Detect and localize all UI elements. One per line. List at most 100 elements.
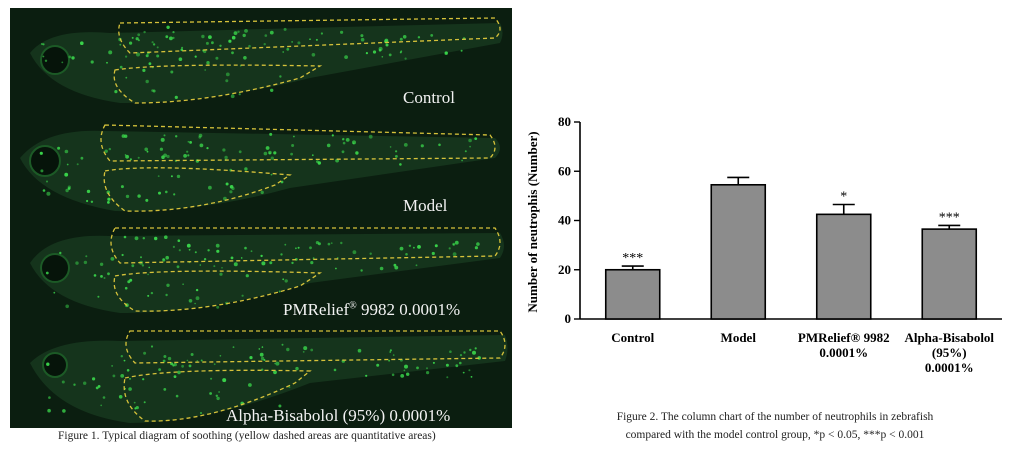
fluorescent-dot (142, 378, 145, 381)
fluorescent-dot (215, 394, 218, 397)
fluorescent-dot (65, 188, 69, 193)
fluorescent-dot (295, 366, 299, 371)
fluorescent-dot (102, 396, 106, 399)
fluorescent-dot (129, 41, 133, 45)
fluorescent-dot (208, 185, 212, 190)
fluorescent-dot (269, 30, 274, 35)
fluorescent-dot (221, 267, 223, 269)
fluorescent-dot (263, 43, 266, 46)
fluorescent-dot (459, 361, 462, 365)
fluorescent-dot (293, 135, 295, 138)
fluorescent-dot (259, 352, 264, 357)
fluorescent-dot (203, 49, 207, 54)
fluorescent-dot (474, 246, 478, 250)
fluorescent-dot (295, 247, 297, 250)
fluorescent-dot (229, 185, 234, 189)
fluorescent-dot (204, 69, 207, 71)
fluorescent-dot (120, 185, 124, 189)
fluorescent-dot (408, 244, 412, 247)
fluorescent-dot (67, 187, 71, 190)
fluorescent-dot (174, 95, 178, 99)
fluorescent-dot (125, 194, 130, 199)
fluorescent-dot (135, 406, 139, 410)
fluorescent-dot (449, 350, 452, 353)
fluorescent-dot (430, 34, 434, 37)
fluorescent-dot (381, 56, 384, 58)
fluorescent-dot (320, 32, 323, 35)
fluorescent-dot (92, 377, 96, 381)
fluorescent-dot (175, 135, 178, 138)
fluorescent-dot (164, 235, 168, 239)
fluorescent-dot (170, 70, 174, 74)
fluorescent-dot (47, 408, 51, 413)
fluorescent-dot (290, 152, 293, 156)
bar (815, 213, 872, 320)
fluorescent-dot (190, 353, 194, 356)
fluorescent-dot (142, 237, 145, 240)
fluorescent-dot (297, 246, 300, 249)
fluorescent-dot (73, 383, 76, 386)
fluorescent-dot (333, 368, 337, 372)
fluorescent-dot (148, 62, 152, 66)
fluorescent-dot (216, 396, 220, 401)
fluorescent-dot (470, 376, 473, 378)
fluorescent-dot (86, 189, 91, 194)
neutrophil-bar-chart: Number of neutrophis (Number) 0 20 40 60 80 *… (525, 114, 1002, 375)
fluorescent-dot (250, 250, 253, 253)
fluorescent-dot (406, 372, 410, 376)
fluorescent-dot (165, 190, 168, 194)
fluorescent-dot (194, 302, 196, 305)
fluorescent-dot (230, 256, 234, 260)
fluorescent-dot (61, 380, 65, 384)
fluorescent-dot (167, 356, 172, 361)
fluorescent-dot (264, 34, 268, 37)
fluorescent-dot (124, 154, 127, 156)
fluorescent-dot (157, 175, 160, 177)
fluorescent-dot (385, 43, 389, 47)
fluorescent-dot (365, 52, 368, 55)
fluorescent-dot (302, 351, 305, 353)
x-tick-label: PMRelief® 9982 (798, 330, 890, 345)
fluorescent-dot (291, 144, 295, 147)
fluorescent-dot (474, 137, 478, 140)
fluorescent-dot (119, 43, 122, 46)
fluorescent-dot (189, 141, 193, 144)
fluorescent-dot (360, 37, 365, 42)
fluorescent-dot (399, 37, 403, 41)
fluorescent-dot (80, 41, 84, 45)
fluorescent-dot (141, 264, 145, 267)
fluorescent-dot (186, 150, 189, 153)
fluorescent-dot (399, 246, 404, 251)
fluorescent-dot (195, 296, 200, 301)
y-tick-label: 60 (558, 163, 571, 178)
fluorescent-dot (194, 55, 197, 58)
fluorescent-dot (64, 172, 69, 177)
fluorescent-dot (133, 401, 136, 404)
fluorescent-dot (291, 261, 294, 265)
fluorescent-dot (269, 132, 273, 136)
fluorescent-dot (342, 141, 346, 145)
fluorescent-dot (244, 167, 248, 171)
fluorescent-dot (452, 242, 456, 246)
fluorescent-dot (186, 359, 189, 362)
fluorescent-dot (121, 253, 124, 257)
fluorescent-dot (233, 31, 238, 35)
fluorescent-dot (445, 363, 449, 367)
fluorescent-dot (46, 362, 50, 366)
fluorescent-dot (357, 348, 362, 353)
fluorescent-dot (379, 266, 384, 271)
fluorescent-dot (216, 249, 220, 253)
fluorescent-dot (476, 242, 480, 246)
fluorescent-dot (286, 47, 290, 51)
fluorescent-dot (469, 348, 472, 352)
fluorescent-dot (454, 240, 459, 245)
zebrafish-model-image (20, 124, 500, 212)
fluorescent-dot (225, 182, 229, 186)
fluorescent-dot (284, 243, 287, 246)
fluorescent-dot (114, 90, 118, 94)
fluorescent-dot (40, 43, 43, 45)
fluorescent-dot (215, 56, 219, 60)
zebrafish-pmrelief-image (30, 227, 504, 313)
fluorescent-dot (183, 154, 188, 158)
fluorescent-dot (219, 355, 222, 357)
